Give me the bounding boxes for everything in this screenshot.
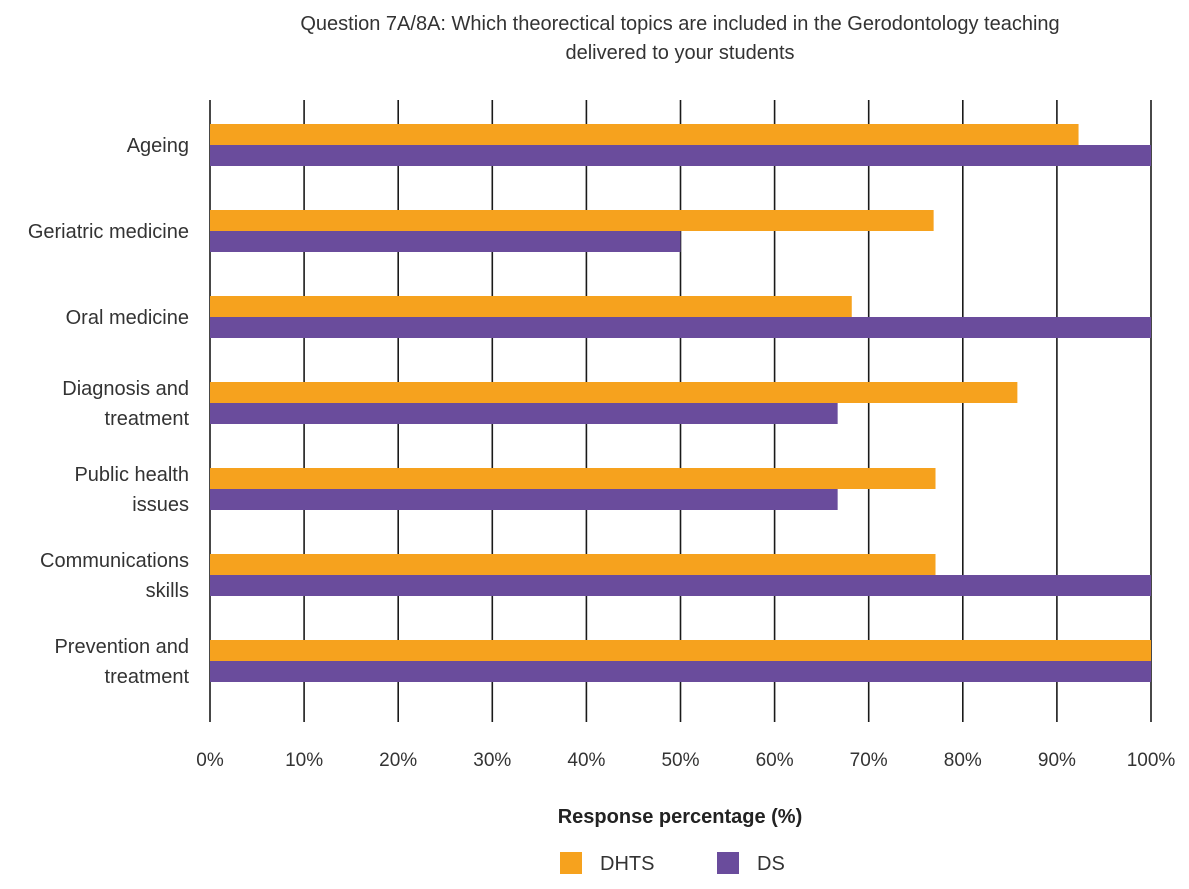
bars (210, 124, 1151, 682)
legend-swatch-ds (717, 852, 739, 874)
category-label: Oral medicine (66, 307, 189, 329)
bar-dhts (210, 124, 1079, 145)
category-label: Communications (40, 550, 189, 572)
bar-ds (210, 317, 1151, 338)
category-label: treatment (105, 666, 190, 688)
x-tick-label: 10% (285, 750, 323, 771)
x-tick-label: 90% (1038, 750, 1076, 771)
chart-title: Question 7A/8A: Which theorectical topic… (300, 13, 1059, 64)
bar-dhts (210, 554, 936, 575)
x-tick-label: 70% (850, 750, 888, 771)
category-label: issues (132, 494, 189, 516)
x-tick-label: 100% (1127, 750, 1176, 771)
x-tick-label: 0% (196, 750, 224, 771)
legend-label-ds: DS (757, 853, 785, 875)
bar-dhts (210, 210, 934, 231)
category-label: Prevention and (54, 636, 189, 658)
x-tick-label: 40% (567, 750, 605, 771)
x-tick-label: 60% (756, 750, 794, 771)
chart-title-line: delivered to your students (565, 42, 794, 64)
legend-swatch-dhts (560, 852, 582, 874)
legend: DHTS DS (560, 852, 785, 875)
bar-dhts (210, 382, 1018, 403)
x-tick-label: 50% (661, 750, 699, 771)
category-label: Ageing (127, 135, 189, 157)
category-label: treatment (105, 408, 190, 430)
bar-dhts (210, 296, 852, 317)
legend-label-dhts: DHTS (600, 853, 654, 875)
bar-ds (210, 403, 838, 424)
bar-ds (210, 489, 838, 510)
category-label: Geriatric medicine (28, 221, 189, 243)
x-tick-label: 80% (944, 750, 982, 771)
x-axis-title: Response percentage (%) (558, 806, 803, 828)
category-labels: Ageing Geriatric medicine Oral medicine Dia… (28, 135, 190, 688)
bar-ds (210, 575, 1151, 596)
x-tick-label: 20% (379, 750, 417, 771)
chart-title-line: Question 7A/8A: Which theorectical topic… (300, 13, 1059, 35)
bar-ds (210, 145, 1151, 166)
x-tick-label: 30% (473, 750, 511, 771)
category-label: Public health (74, 464, 189, 486)
bar-ds (210, 231, 681, 252)
bar-ds (210, 661, 1151, 682)
category-label: skills (146, 580, 189, 602)
bar-dhts (210, 468, 936, 489)
x-tick-labels: 0% 10% 20% 30% 40% 50% 60% 70% 80% 90% 100% (196, 750, 1175, 771)
bar-dhts (210, 640, 1151, 661)
category-label: Diagnosis and (62, 378, 189, 400)
